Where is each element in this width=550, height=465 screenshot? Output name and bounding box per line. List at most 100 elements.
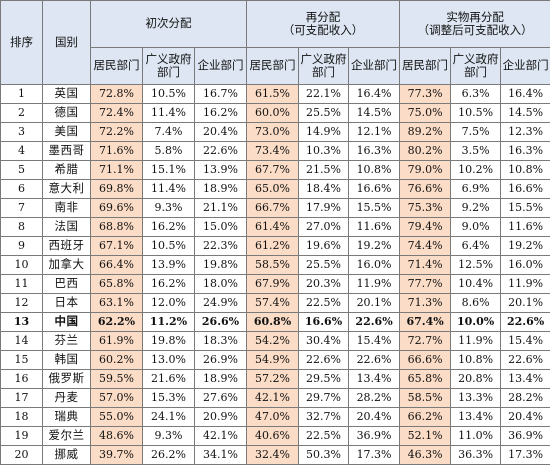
value-cell: 22.6%	[299, 351, 349, 370]
country-cell: 意大利	[43, 180, 91, 199]
value-cell: 71.3%	[400, 294, 451, 313]
value-cell: 74.4%	[400, 237, 451, 256]
value-cell: 58.5%	[247, 256, 299, 275]
household-sector-header: 居民部门	[91, 48, 143, 85]
value-cell: 15.5%	[501, 199, 550, 218]
corporate-sector-header: 企业部门	[349, 48, 400, 85]
value-cell: 13.9%	[195, 161, 247, 180]
value-cell: 21.1%	[195, 199, 247, 218]
value-cell: 20.3%	[299, 275, 349, 294]
rank-cell: 18	[1, 408, 43, 427]
value-cell: 12.1%	[349, 123, 400, 142]
value-cell: 20.1%	[349, 294, 400, 313]
value-cell: 11.0%	[451, 427, 501, 446]
value-cell: 32.4%	[247, 446, 299, 465]
value-cell: 16.3%	[501, 142, 550, 161]
value-cell: 30.4%	[299, 332, 349, 351]
value-cell: 54.2%	[247, 332, 299, 351]
rank-cell: 14	[1, 332, 43, 351]
value-cell: 66.7%	[247, 199, 299, 218]
country-cell: 南非	[43, 199, 91, 218]
value-cell: 9.2%	[451, 199, 501, 218]
value-cell: 29.7%	[299, 389, 349, 408]
value-cell: 13.4%	[349, 370, 400, 389]
country-cell: 日本	[43, 294, 91, 313]
value-cell: 72.2%	[91, 123, 143, 142]
value-cell: 22.6%	[501, 351, 550, 370]
rank-cell: 20	[1, 446, 43, 465]
government-sector-header: 广义政府部门	[299, 48, 349, 85]
value-cell: 47.0%	[247, 408, 299, 427]
value-cell: 9.3%	[143, 427, 195, 446]
value-cell: 10.8%	[451, 351, 501, 370]
rank-cell: 13	[1, 313, 43, 332]
value-cell: 66.4%	[91, 256, 143, 275]
rank-header: 排序	[1, 1, 43, 85]
value-cell: 15.5%	[349, 199, 400, 218]
country-cell: 英国	[43, 85, 91, 104]
value-cell: 8.6%	[451, 294, 501, 313]
value-cell: 61.2%	[247, 237, 299, 256]
value-cell: 22.6%	[501, 313, 550, 332]
value-cell: 16.4%	[501, 85, 550, 104]
value-cell: 67.7%	[247, 161, 299, 180]
value-cell: 54.9%	[247, 351, 299, 370]
table-header: 排序 国别 初次分配 再分配（可支配收入） 实物再分配（调整后可支配收入） 居民…	[1, 1, 550, 85]
value-cell: 32.7%	[299, 408, 349, 427]
value-cell: 18.3%	[195, 332, 247, 351]
value-cell: 61.4%	[247, 218, 299, 237]
country-cell: 加拿大	[43, 256, 91, 275]
value-cell: 66.6%	[400, 351, 451, 370]
country-cell: 瑞典	[43, 408, 91, 427]
value-cell: 69.6%	[91, 199, 143, 218]
value-cell: 22.1%	[299, 85, 349, 104]
rank-cell: 6	[1, 180, 43, 199]
value-cell: 52.1%	[400, 427, 451, 446]
value-cell: 16.7%	[195, 85, 247, 104]
value-cell: 22.6%	[195, 142, 247, 161]
value-cell: 71.1%	[91, 161, 143, 180]
value-cell: 13.3%	[451, 389, 501, 408]
value-cell: 61.9%	[91, 332, 143, 351]
country-cell: 墨西哥	[43, 142, 91, 161]
value-cell: 28.2%	[349, 389, 400, 408]
country-cell: 美国	[43, 123, 91, 142]
value-cell: 13.9%	[143, 256, 195, 275]
value-cell: 60.0%	[247, 104, 299, 123]
value-cell: 57.0%	[91, 389, 143, 408]
value-cell: 39.7%	[91, 446, 143, 465]
value-cell: 80.2%	[400, 142, 451, 161]
value-cell: 19.6%	[299, 237, 349, 256]
value-cell: 34.1%	[195, 446, 247, 465]
country-cell: 丹麦	[43, 389, 91, 408]
value-cell: 16.0%	[501, 256, 550, 275]
value-cell: 10.2%	[451, 161, 501, 180]
value-cell: 16.2%	[143, 218, 195, 237]
value-cell: 12.5%	[451, 256, 501, 275]
rank-cell: 15	[1, 351, 43, 370]
value-cell: 71.6%	[91, 142, 143, 161]
value-cell: 12.0%	[143, 294, 195, 313]
rank-cell: 16	[1, 370, 43, 389]
value-cell: 15.0%	[195, 218, 247, 237]
rank-cell: 2	[1, 104, 43, 123]
value-cell: 20.9%	[195, 408, 247, 427]
value-cell: 73.0%	[247, 123, 299, 142]
rank-cell: 19	[1, 427, 43, 446]
value-cell: 68.8%	[91, 218, 143, 237]
government-sector-header: 广义政府部门	[143, 48, 195, 85]
value-cell: 79.0%	[400, 161, 451, 180]
value-cell: 10.5%	[143, 237, 195, 256]
value-cell: 72.8%	[91, 85, 143, 104]
value-cell: 28.2%	[501, 389, 550, 408]
value-cell: 55.0%	[91, 408, 143, 427]
